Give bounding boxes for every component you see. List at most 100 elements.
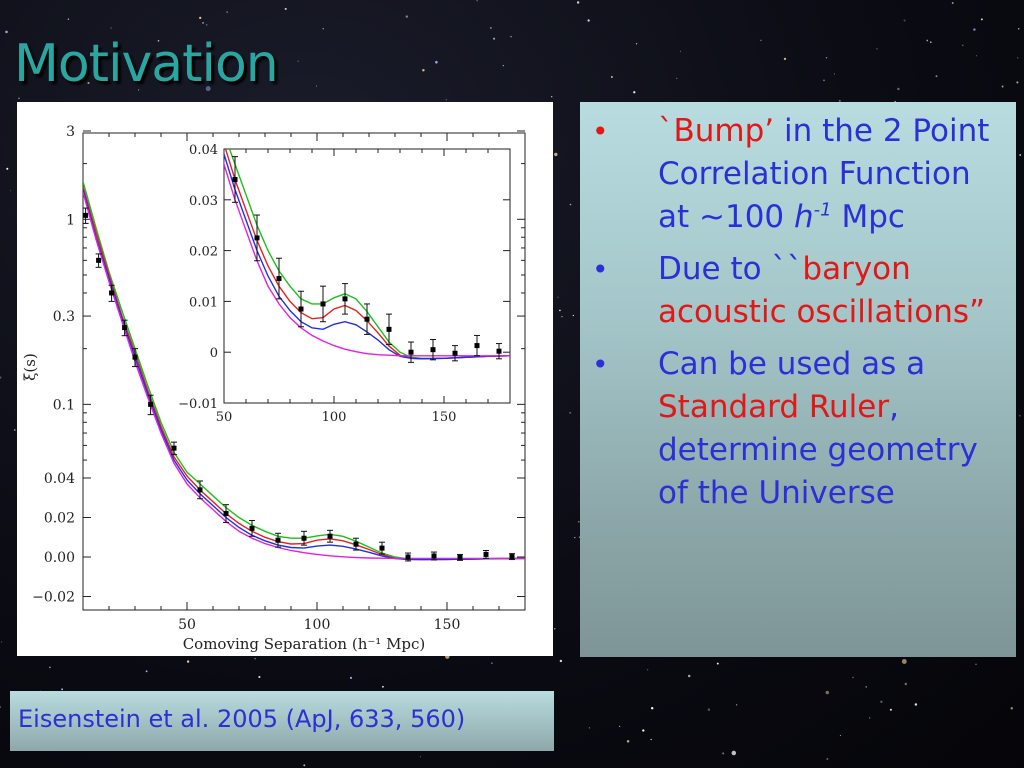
inset-data-point: [276, 276, 282, 282]
star: [676, 77, 678, 80]
y-tick-label: 0.3: [53, 309, 75, 325]
star: [722, 752, 725, 755]
slide-title: Motivation: [14, 34, 279, 94]
main-data-point: [83, 212, 89, 218]
star: [254, 657, 256, 660]
star: [569, 411, 572, 414]
star: [646, 669, 649, 671]
main-data-point: [249, 525, 255, 531]
star: [559, 309, 561, 312]
bullet-text: `Bump’: [658, 113, 775, 149]
star: [110, 27, 112, 29]
star: [903, 19, 906, 22]
star: [199, 16, 202, 20]
star: [1016, 81, 1019, 84]
bullet-item: • Can be used as a Standard Ruler, determ…: [590, 343, 1008, 515]
star: [865, 686, 867, 688]
star: [825, 57, 828, 59]
star: [973, 28, 976, 31]
bullet-text: Mpc: [831, 199, 905, 235]
y-tick-label: 0.02: [44, 511, 75, 527]
star: [349, 676, 353, 679]
main-data-point: [96, 257, 102, 263]
star: [490, 27, 492, 29]
star: [49, 666, 51, 669]
star: [419, 756, 421, 758]
star: [574, 536, 576, 539]
star: [897, 87, 900, 91]
star: [588, 727, 590, 729]
star: [202, 21, 204, 24]
bullet-text: h: [794, 199, 814, 235]
star: [839, 735, 841, 737]
star: [18, 97, 20, 100]
star: [572, 314, 574, 317]
star: [502, 64, 504, 67]
star: [980, 18, 983, 21]
main-plot-frame: [82, 132, 526, 611]
star: [760, 39, 762, 42]
star: [554, 152, 558, 157]
main-data-point: [109, 290, 115, 296]
inset-y-tick-label: 0.03: [189, 194, 218, 209]
star: [554, 628, 556, 630]
star: [618, 725, 621, 727]
y-axis-label: ξ(s): [21, 353, 39, 381]
star: [569, 203, 572, 206]
main-data-point: [353, 541, 359, 547]
star: [650, 706, 654, 710]
bullet-text: -1: [813, 199, 832, 221]
bullet-text: Can be used as a: [658, 346, 926, 382]
star: [67, 18, 70, 20]
bullet-dot-icon: •: [592, 253, 609, 286]
star: [687, 674, 691, 678]
star: [610, 76, 613, 78]
main-data-point: [431, 553, 437, 559]
citation-box: Eisenstein et al. 2005 (ApJ, 633, 560): [10, 691, 554, 751]
bullet-text: , determine geometry of the Universe: [658, 389, 978, 511]
main-data-point: [457, 554, 463, 560]
star: [422, 68, 425, 72]
y-tick-label: 0.00: [44, 550, 75, 566]
star: [322, 28, 324, 30]
inset-data-point: [298, 306, 304, 312]
star: [823, 79, 825, 82]
main-data-point: [379, 545, 385, 551]
star: [833, 73, 836, 75]
star: [85, 72, 88, 76]
star: [82, 75, 85, 78]
star: [157, 40, 160, 42]
star: [825, 690, 830, 695]
star: [258, 675, 261, 679]
main-data-point: [197, 487, 203, 493]
star: [869, 717, 871, 719]
star: [951, 2, 954, 4]
inset-plot-frame: [223, 148, 511, 404]
correlation-function-chart: 3 1 0.3 0.1 0.04 0.02 0.00 −0.02 50 100 150 Comovin…: [21, 124, 526, 653]
x-tick-label: 100: [304, 617, 331, 633]
inset-y-tick-label: −0.01: [178, 397, 218, 412]
inset-y-tick-label: 0: [210, 346, 218, 361]
star: [1001, 85, 1004, 88]
main-data-point: [122, 325, 128, 331]
star: [1017, 27, 1020, 30]
star: [284, 7, 287, 10]
y-tick-label: 3: [66, 124, 75, 140]
inset-data-point: [254, 235, 260, 241]
inset-y-tick-label: 0.02: [189, 245, 218, 260]
bullet-text: Due to ``: [658, 251, 803, 287]
main-data-point: [275, 537, 281, 543]
star: [493, 37, 496, 40]
star: [561, 316, 563, 318]
star: [904, 682, 908, 686]
star: [736, 704, 738, 706]
inset-data-point: [386, 326, 392, 332]
star: [382, 685, 384, 688]
bullet-list: • `Bump’ in the 2 Point Correlation Funct…: [580, 102, 1016, 515]
star: [901, 659, 907, 664]
star: [6, 167, 9, 170]
x-axis-label: Comoving Separation (h⁻¹ Mpc): [183, 635, 426, 653]
star: [716, 662, 719, 665]
bullet-text: Standard Ruler: [658, 389, 890, 425]
star: [587, 19, 590, 22]
